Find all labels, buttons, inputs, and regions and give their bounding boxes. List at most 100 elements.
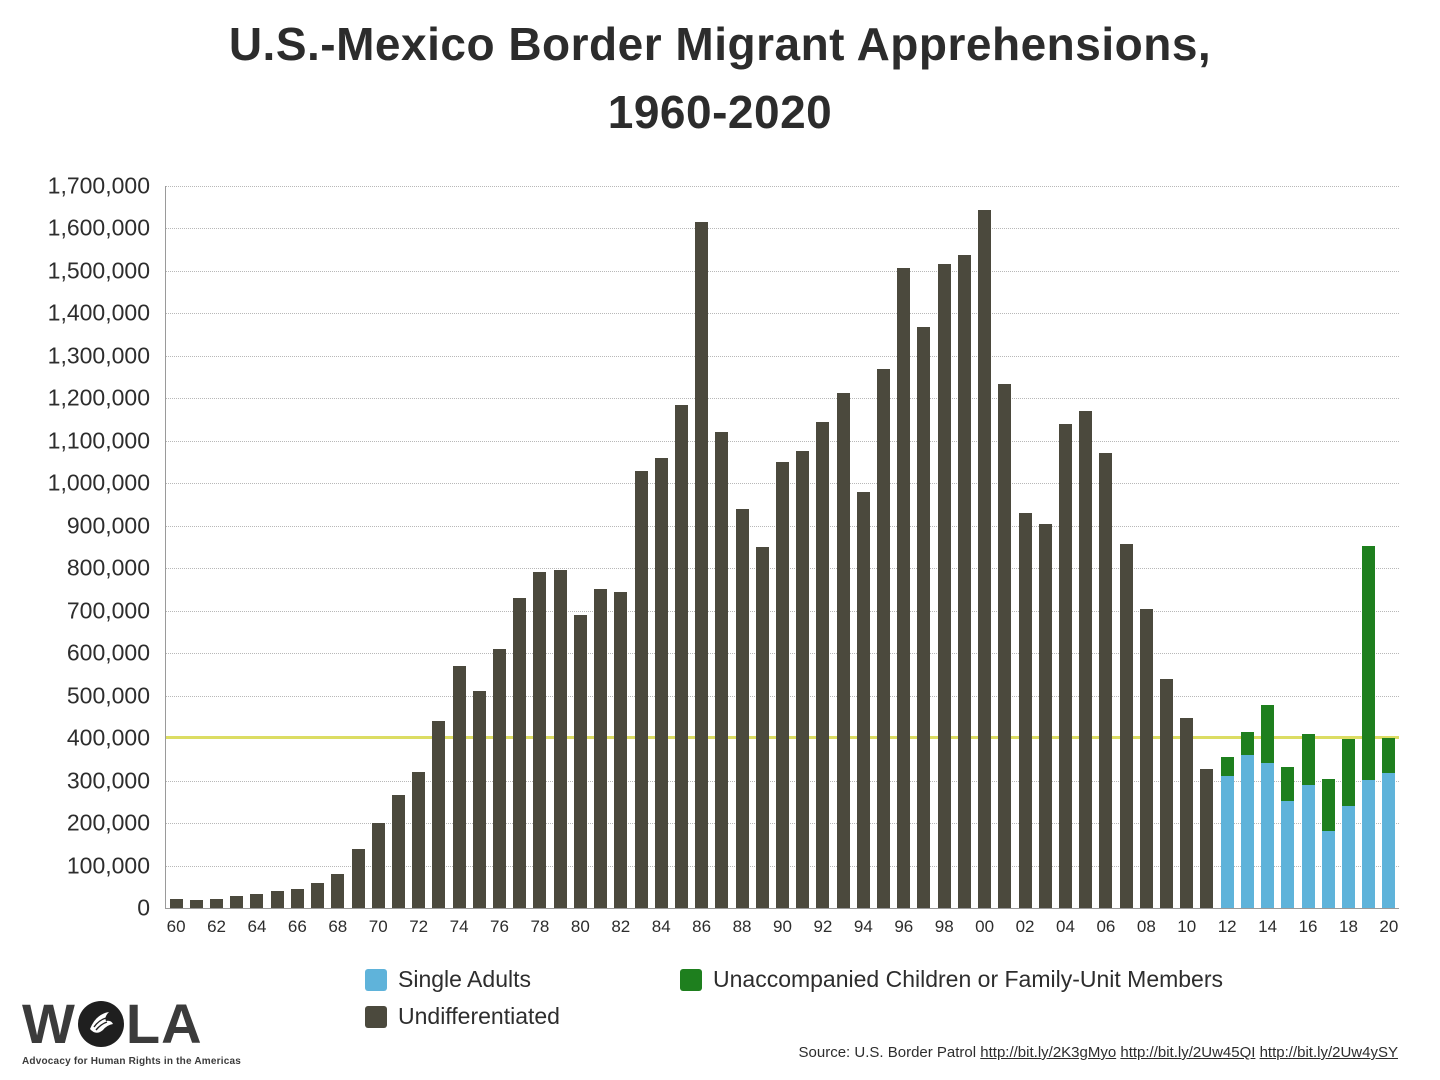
undifferentiated-segment-2010: [1180, 718, 1194, 908]
x-tick-label-1966: 66: [287, 917, 307, 936]
undifferentiated-segment-1979: [553, 570, 567, 908]
bar-1978: [533, 572, 547, 908]
bar-1990: [776, 462, 789, 908]
children-family-segment-2016: [1301, 734, 1315, 785]
legend-label-undifferentiated: Undifferentiated: [398, 1003, 560, 1029]
bar-2006: [1099, 453, 1113, 908]
undifferentiated-segment-1965: [270, 891, 284, 908]
dove-icon: [77, 1000, 125, 1048]
children-family-segment-2014: [1261, 704, 1275, 763]
bar-1960: [169, 899, 183, 908]
gridline-1500000: [166, 270, 1399, 272]
x-tick-label-1980: 80: [570, 917, 590, 936]
undifferentiated-segment-1963: [230, 895, 244, 908]
bar-1962: [210, 898, 224, 908]
y-tick-label-400000: 400,000: [66, 724, 150, 751]
y-tick-label-1400000: 1,400,000: [47, 299, 150, 326]
x-tick-label-1996: 96: [894, 917, 914, 936]
x-tick-label-2020: 20: [1379, 917, 1399, 936]
legend-label-single-adults: Single Adults: [398, 966, 531, 992]
bar-1995: [877, 368, 891, 908]
undifferentiated-segment-1968: [331, 874, 345, 908]
x-tick-label-2004: 04: [1056, 917, 1075, 936]
x-tick-label-1976: 76: [490, 917, 509, 936]
undifferentiated-segment-1996: [897, 267, 911, 908]
undifferentiated-segment-1994: [856, 491, 870, 908]
undifferentiated-segment-2006: [1099, 453, 1113, 908]
undifferentiated-segment-1989: [755, 547, 769, 908]
single-adults-segment-2013: [1240, 755, 1254, 908]
undifferentiated-segment-2001: [998, 383, 1012, 908]
undifferentiated-segment-1980: [573, 614, 587, 908]
children-family-segment-2018: [1341, 739, 1355, 807]
bar-1985: [674, 404, 688, 908]
y-tick-label-900000: 900,000: [66, 512, 150, 539]
source-link-2[interactable]: http://bit.ly/2Uw45QI: [1120, 1044, 1256, 1061]
undifferentiated-segment-1971: [391, 795, 405, 908]
x-tick-label-1982: 82: [611, 917, 631, 936]
undifferentiated-segment-1969: [351, 848, 365, 908]
x-tick-label-1964: 64: [247, 917, 267, 936]
children-family-segment-2017: [1321, 778, 1335, 832]
bar-1972: [412, 772, 426, 908]
bar-1999: [957, 255, 971, 908]
gridline-1700000: [166, 186, 1399, 187]
x-tick-label-1962: 62: [207, 917, 226, 936]
y-tick-label-1000000: 1,000,000: [47, 469, 150, 496]
source-link-1[interactable]: http://bit.ly/2K3gMyo: [980, 1044, 1117, 1061]
x-tick-label-2010: 10: [1177, 917, 1197, 936]
y-tick-label-200000: 200,000: [66, 809, 150, 836]
undifferentiated-segment-1984: [654, 457, 668, 908]
y-tick-label-600000: 600,000: [66, 639, 150, 666]
children-family-swatch: [680, 968, 702, 991]
source-link-3[interactable]: http://bit.ly/2Uw4ySY: [1259, 1044, 1398, 1061]
y-tick-label-100000: 100,000: [66, 852, 150, 879]
bar-2004: [1058, 424, 1072, 908]
y-tick-label-1300000: 1,300,000: [47, 342, 150, 369]
bar-1980: [573, 614, 587, 908]
undifferentiated-segment-1972: [412, 772, 426, 908]
undifferentiated-segment-1985: [674, 404, 688, 908]
x-tick-label-1978: 78: [530, 917, 550, 936]
undifferentiated-segment-1973: [432, 721, 446, 908]
single-adults-segment-2012: [1220, 776, 1234, 908]
gridline-1100000: [166, 440, 1399, 442]
bar-2002: [1018, 513, 1032, 908]
single-adults-segment-2016: [1301, 784, 1315, 908]
bar-2010: [1180, 718, 1194, 908]
bar-1969: [351, 848, 365, 908]
bar-1984: [654, 457, 668, 908]
bar-2020: [1382, 737, 1396, 908]
children-family-segment-2012: [1220, 757, 1234, 777]
legend-item-undifferentiated: Undifferentiated: [365, 1003, 560, 1030]
x-tick-label-1984: 84: [651, 917, 671, 936]
undifferentiated-segment-1986: [695, 222, 709, 908]
source-prefix: Source: U.S. Border Patrol: [798, 1044, 977, 1061]
wola-letters-la: LA: [125, 992, 203, 1055]
x-tick-label-1990: 90: [773, 917, 792, 936]
bar-2015: [1281, 767, 1295, 908]
bar-1983: [634, 470, 648, 908]
bar-2005: [1079, 410, 1093, 908]
undifferentiated-segment-2003: [1038, 523, 1052, 908]
bar-2014: [1261, 704, 1275, 908]
bar-1998: [937, 264, 951, 908]
x-tick-label-1994: 94: [853, 917, 873, 936]
undifferentiated-segment-2007: [1119, 543, 1133, 908]
undifferentiated-segment-1999: [957, 255, 971, 908]
undifferentiated-segment-2011: [1200, 769, 1214, 908]
y-tick-label-700000: 700,000: [66, 597, 150, 624]
undifferentiated-segment-1988: [735, 508, 749, 908]
undifferentiated-segment-1981: [594, 589, 608, 908]
x-tick-label-2000: 00: [975, 917, 995, 936]
undifferentiated-segment-1987: [715, 432, 729, 908]
y-tick-label-1600000: 1,600,000: [47, 214, 150, 241]
bar-1977: [513, 597, 527, 908]
wola-logo: W LA Advocacy for Human Rights in the Am…: [22, 992, 241, 1068]
undifferentiated-segment-1970: [371, 823, 385, 908]
chart-title-line1: U.S.-Mexico Border Migrant Apprehensions…: [228, 18, 1212, 70]
undifferentiated-segment-1966: [290, 888, 304, 908]
gridline-1300000: [166, 355, 1399, 357]
single-adults-swatch: [365, 968, 387, 991]
bar-2001: [998, 383, 1012, 908]
